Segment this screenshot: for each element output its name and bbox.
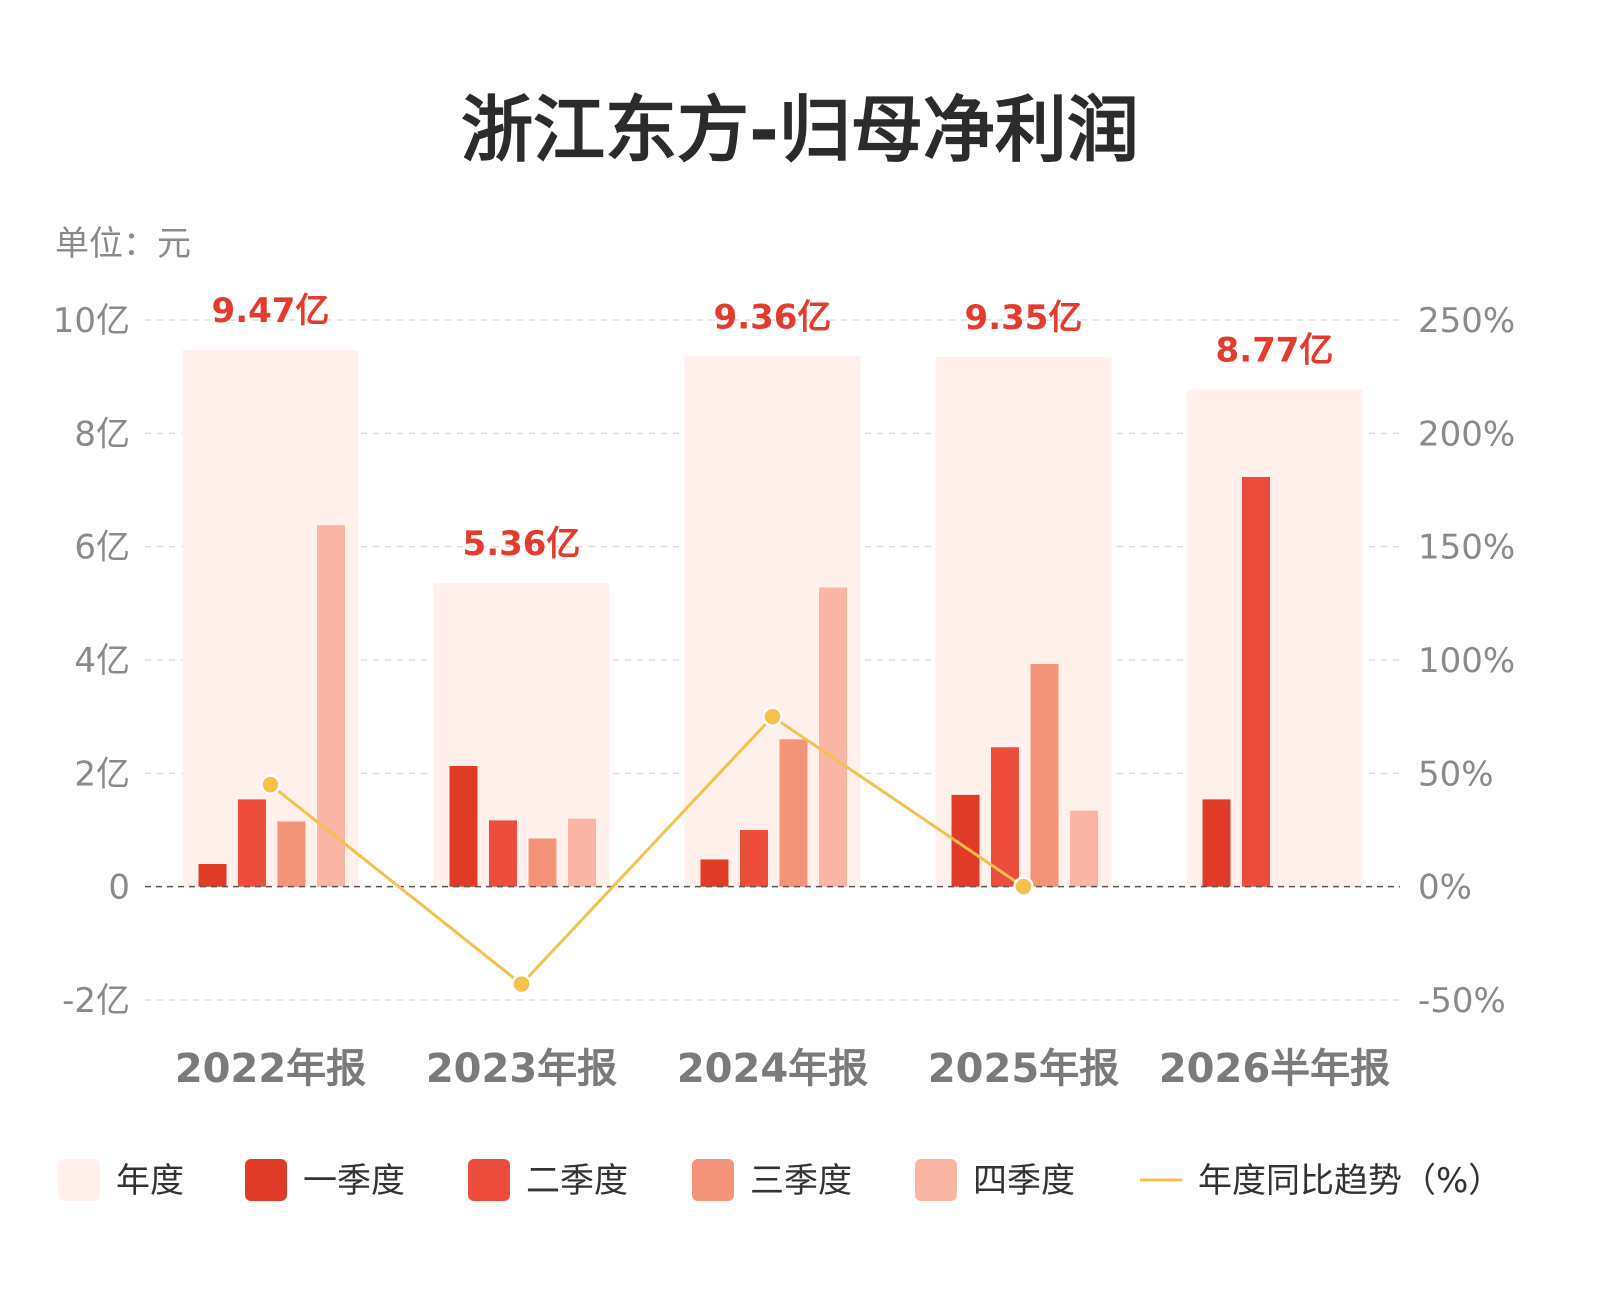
quarter-bar [819, 587, 847, 887]
quarter-bar [449, 765, 478, 887]
annual-total-label: 9.47亿 [212, 291, 330, 331]
x-category-label: 2023年报 [426, 1046, 617, 1092]
y-right-tick-label: 100% [1418, 641, 1515, 681]
x-category-label: 2022年报 [175, 1046, 366, 1092]
y-left-tick-label: -2亿 [62, 981, 130, 1021]
trend-line [269, 714, 1025, 987]
annual-total-label: 9.35亿 [965, 298, 1083, 338]
quarter-bar [1242, 476, 1270, 887]
legend-label: 年度同比趋势（%） [1198, 1161, 1502, 1201]
annual-total-label: 8.77亿 [1216, 331, 1334, 371]
y-left-tick-label: 8亿 [74, 414, 130, 454]
x-category-label: 2026半年报 [1159, 1046, 1390, 1092]
y-left-tick-label: 2亿 [74, 754, 130, 794]
legend-label: 二季度 [526, 1161, 628, 1201]
legend-swatch [468, 1159, 510, 1201]
y-left-tick-label: 4亿 [74, 641, 130, 681]
annual-total-label: 5.36亿 [463, 524, 581, 564]
legend-label: 年度 [116, 1161, 184, 1201]
quarter-bar [238, 799, 266, 887]
trend-point [511, 973, 532, 995]
legend-swatch [692, 1159, 734, 1201]
quarter-bar [991, 747, 1019, 887]
legend-label: 四季度 [973, 1161, 1075, 1201]
chart-title: 浙江东方-归母净利润 [461, 88, 1139, 172]
quarter-bar [740, 830, 768, 887]
trend-point [762, 706, 783, 727]
y-right-tick-label: 150% [1418, 528, 1515, 568]
x-category-label: 2025年报 [928, 1046, 1119, 1092]
quarter-bar [528, 838, 557, 887]
legend-label: 三季度 [750, 1161, 852, 1201]
y-right-tick-label: 200% [1418, 414, 1515, 454]
quarter-bar [1202, 799, 1231, 887]
y-right-tick-label: 0% [1418, 868, 1472, 908]
quarter-bar [489, 820, 517, 887]
y-right-tick-label: 250% [1418, 301, 1515, 341]
y-left-tick-label: 0 [108, 868, 130, 908]
x-category-label: 2024年报 [677, 1046, 868, 1092]
trend-point [1013, 876, 1034, 897]
quarter-bar [568, 818, 596, 887]
legend-label: 一季度 [303, 1161, 405, 1201]
trend-point [260, 774, 281, 795]
legend-swatch [245, 1159, 287, 1201]
y-left-tick-label: 10亿 [53, 301, 130, 341]
quarter-bar [700, 859, 729, 887]
legend-swatch [915, 1159, 957, 1201]
y-right-tick-label: -50% [1418, 981, 1506, 1021]
unit-label: 单位：元 [55, 224, 191, 264]
quarter-bar [1070, 810, 1098, 887]
quarter-bar [1030, 663, 1059, 887]
quarter-bar [277, 821, 306, 887]
legend-swatch [58, 1159, 100, 1201]
quarter-bar [779, 739, 808, 887]
y-right-tick-label: 50% [1418, 754, 1494, 794]
quarter-bar [198, 864, 227, 887]
annual-total-label: 9.36亿 [714, 297, 832, 337]
y-left-tick-label: 6亿 [74, 528, 130, 568]
